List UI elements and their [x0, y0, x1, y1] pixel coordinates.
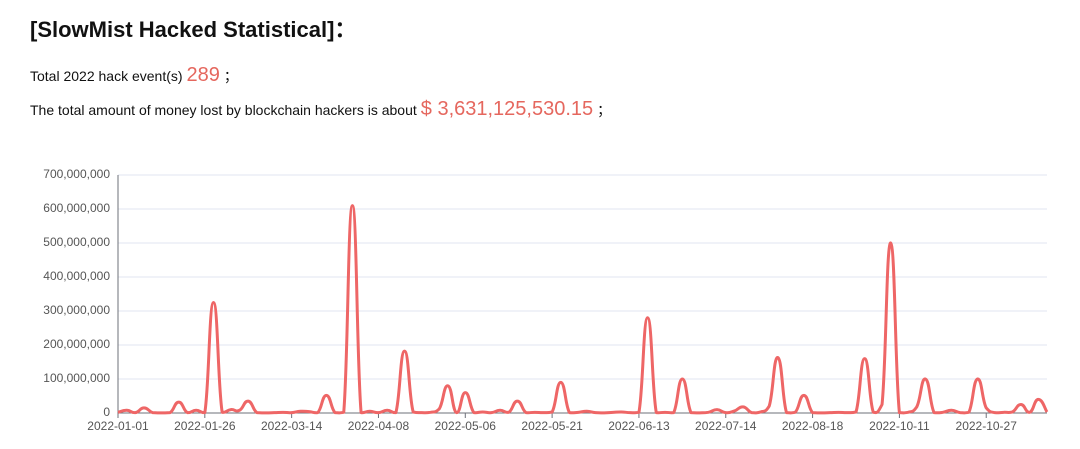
x-tick-label: 2022-05-06	[435, 419, 497, 433]
x-tick-label: 2022-01-26	[174, 419, 236, 433]
data-line	[117, 204, 1049, 415]
amount-line: The total amount of money lost by blockc…	[30, 98, 611, 121]
amount-text: The total amount of money lost by blockc…	[30, 102, 417, 118]
events-end: ；	[223, 68, 238, 84]
events-line: Total 2022 hack event(s) 289；	[30, 64, 238, 87]
y-tick-label: 700,000,000	[43, 167, 110, 181]
x-tick-label: 2022-01-01	[87, 419, 149, 433]
x-tick-label: 2022-04-08	[348, 419, 410, 433]
y-tick-label: 500,000,000	[43, 235, 110, 249]
title: [SlowMist Hacked Statistical]：	[30, 17, 357, 42]
events-value: 289	[186, 64, 220, 86]
x-tick-label: 2022-10-11	[869, 419, 930, 433]
y-tick-label: 600,000,000	[43, 201, 110, 215]
amount-end: ；	[597, 102, 612, 118]
y-tick-label: 400,000,000	[43, 269, 110, 283]
y-tick-label: 0	[103, 405, 110, 419]
y-tick-label: 200,000,000	[43, 337, 110, 351]
amount-value: $ 3,631,125,530.15	[420, 98, 594, 120]
x-tick-label: 2022-07-14	[695, 419, 757, 433]
x-tick-label: 2022-05-21	[521, 419, 583, 433]
events-text: Total 2022 hack event(s)	[30, 68, 183, 84]
x-tick-label: 2022-10-27	[956, 419, 1018, 433]
x-tick-label: 2022-08-18	[782, 419, 844, 433]
x-tick-label: 2022-03-14	[261, 419, 323, 433]
y-tick-label: 100,000,000	[43, 371, 110, 385]
x-tick-label: 2022-06-13	[608, 419, 670, 433]
y-tick-label: 300,000,000	[43, 303, 110, 317]
